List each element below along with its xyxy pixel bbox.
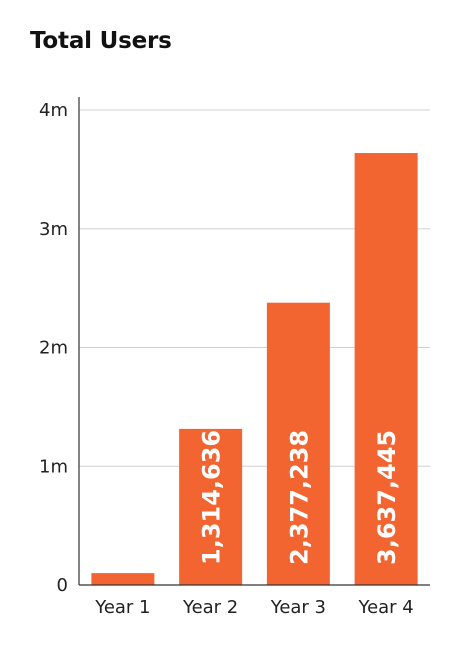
bar bbox=[354, 153, 418, 585]
bar bbox=[179, 428, 243, 585]
y-tick-label: 3m bbox=[39, 219, 68, 240]
y-tick-label: 1m bbox=[39, 456, 68, 477]
data-label: 2,377,238 bbox=[285, 430, 313, 565]
x-tick-labels: Year 1 Year 2 Year 3 Year 4 bbox=[94, 597, 414, 618]
y-tick-labels: 0 1m 2m 3m 4m bbox=[39, 100, 68, 596]
bars bbox=[91, 153, 418, 585]
x-tick-label: Year 3 bbox=[270, 597, 326, 618]
data-label: 1,314,636 bbox=[198, 430, 226, 565]
bar bbox=[91, 573, 155, 585]
x-tick-label: Year 2 bbox=[182, 597, 238, 618]
y-tick-label: 2m bbox=[39, 338, 68, 359]
y-tick-label: 4m bbox=[39, 100, 68, 121]
x-tick-label: Year 1 bbox=[94, 597, 150, 618]
axes bbox=[78, 97, 430, 586]
chart-title: Total Users bbox=[30, 28, 172, 54]
data-labels: 1,314,636 2,377,238 3,637,445 bbox=[198, 430, 402, 565]
y-tick-label: 0 bbox=[57, 575, 68, 596]
x-tick-label: Year 4 bbox=[357, 597, 413, 618]
data-label: 3,637,445 bbox=[373, 430, 401, 565]
bar bbox=[266, 302, 330, 585]
